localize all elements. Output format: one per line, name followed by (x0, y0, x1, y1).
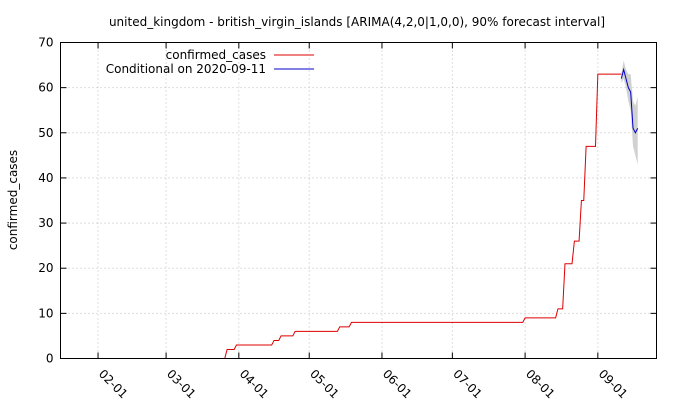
axis-ticks: 0 10 20 30 40 50 60 70 02-01 03-01 04-01 05-01 06-01… (38, 36, 657, 400)
legend-label-forecast: Conditional on 2020-09-11 (106, 62, 266, 76)
y-tick-label: 50 (38, 126, 53, 140)
grid (60, 42, 657, 359)
series-line-confirmed-cases (60, 73, 622, 359)
x-tick-label: 04-01 (237, 367, 272, 400)
y-tick-label: 10 (38, 306, 53, 320)
x-tick-label: 08-01 (523, 367, 558, 400)
x-tick-label: 06-01 (380, 367, 415, 400)
y-tick-label: 20 (38, 261, 53, 275)
series-layer (60, 67, 639, 359)
x-tick-label: 02-01 (96, 367, 131, 400)
x-tick-label: 05-01 (307, 367, 342, 400)
y-tick-label: 60 (38, 81, 53, 95)
y-tick-label: 70 (38, 36, 53, 50)
legend-label-confirmed: confirmed_cases (166, 48, 266, 62)
legend: confirmed_cases Conditional on 2020-09-1… (106, 48, 314, 76)
y-tick-label: 0 (46, 352, 54, 366)
series-line-forecast (620, 67, 639, 134)
y-tick-label: 30 (38, 216, 53, 230)
x-tick-label: 03-01 (164, 367, 199, 400)
forecast-band-layer (621, 60, 638, 165)
y-axis-label: confirmed_cases (6, 150, 20, 250)
plot-frame (60, 42, 657, 359)
y-tick-label: 40 (38, 171, 53, 185)
forecast-interval-band (621, 60, 638, 165)
x-tick-label: 09-01 (596, 367, 631, 400)
x-tick-label: 07-01 (450, 367, 485, 400)
chart-title: united_kingdom - british_virgin_islands … (109, 15, 605, 29)
